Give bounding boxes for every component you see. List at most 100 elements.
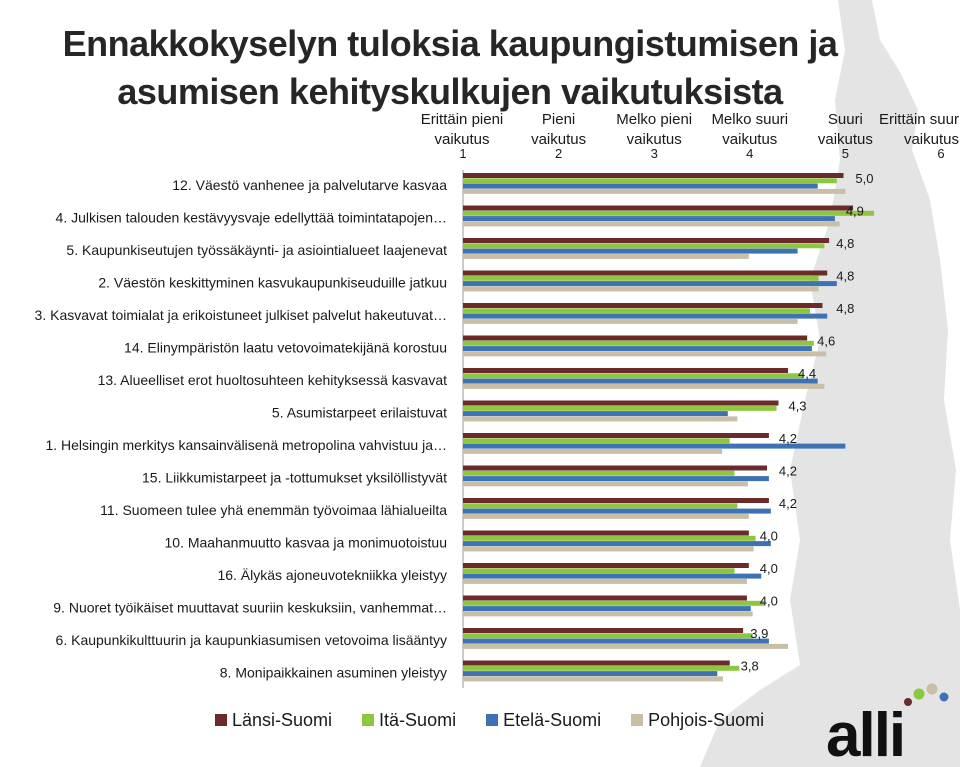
bar-4-row-2	[463, 221, 840, 227]
finland-map-shape	[700, 0, 960, 767]
category-label: 5. Kaupunkiseutujen työssäkäynti- ja asi…	[66, 242, 447, 258]
bar-3-row-8	[463, 411, 728, 417]
value-label: 3,8	[741, 659, 759, 674]
scale-label-1-line-1: Erittäin pieni	[421, 111, 504, 128]
bar-1-row-5	[463, 303, 823, 308]
logo-dot-4	[904, 698, 912, 706]
bar-3-row-14	[463, 606, 751, 612]
category-label: 14. Elinympäristön laatu vetovoimatekijä…	[124, 340, 447, 356]
legend-item-pohjois: Pohjois-Suomi	[631, 710, 764, 731]
scale-label-4-line-1: Melko suuri	[711, 111, 788, 128]
bar-4-row-8	[463, 416, 738, 422]
scale-label-2-line-1: Pieni	[542, 111, 575, 128]
bar-1-row-4	[463, 270, 828, 276]
legend-item-etela: Etelä-Suomi	[486, 710, 601, 731]
category-label: 15. Liikkumistarpeet ja -tottumukset yks…	[142, 470, 447, 486]
bar-1-row-2	[463, 205, 854, 211]
bar-1-row-12	[463, 530, 749, 536]
bar-4-row-9	[463, 448, 723, 454]
legend-label-pohjois: Pohjois-Suomi	[648, 709, 765, 730]
bar-2-row-3	[463, 243, 825, 249]
bar-2-row-5	[463, 308, 811, 314]
bar-2-row-12	[463, 535, 756, 541]
bar-2-row-16	[463, 665, 740, 671]
bar-2-row-11	[463, 503, 738, 509]
bar-1-row-13	[463, 563, 749, 568]
bar-1-row-8	[463, 400, 779, 406]
bar-4-row-3	[463, 253, 749, 259]
category-label: 16. Älykäs ajoneuvotekniikka yleistyy	[217, 567, 447, 583]
legend-item-ita: Itä-Suomi	[362, 710, 456, 731]
legend-label-ita: Itä-Suomi	[379, 709, 457, 730]
bar-3-row-7	[463, 378, 818, 384]
scale-label-3-line-1: Melko pieni	[616, 111, 692, 128]
value-label: 5,0	[855, 171, 873, 186]
bar-3-row-5	[463, 313, 828, 319]
legend-swatch-lansi	[215, 714, 227, 726]
bar-2-row-6	[463, 340, 814, 346]
value-label: 4,8	[836, 301, 854, 316]
bar-4-row-11	[463, 513, 749, 519]
value-label: 3,9	[750, 626, 768, 641]
bar-4-row-14	[463, 611, 753, 617]
bar-3-row-10	[463, 476, 769, 482]
legend-item-lansi: Länsi-Suomi	[215, 710, 332, 731]
scale-tick-3: 3	[651, 146, 658, 161]
scale-label-3-line-2: vaikutus	[627, 131, 682, 148]
bar-1-row-3	[463, 238, 830, 243]
bar-2-row-13	[463, 568, 735, 574]
bar-1-row-1	[463, 173, 844, 178]
bar-4-row-12	[463, 546, 754, 552]
bar-2-row-10	[463, 470, 735, 476]
bar-2-row-4	[463, 275, 819, 281]
bar-4-row-13	[463, 578, 747, 584]
scale-tick-6: 6	[937, 146, 944, 161]
bar-2-row-15	[463, 633, 753, 639]
value-label: 4,4	[798, 366, 816, 381]
alli-logo: alli	[826, 683, 949, 760]
legend-swatch-etela	[486, 714, 499, 726]
logo-dot-1	[913, 688, 925, 700]
bar-1-row-7	[463, 368, 789, 373]
bar-3-row-15	[463, 638, 769, 644]
scale-tick-1: 1	[459, 146, 466, 161]
bar-3-row-16	[463, 671, 718, 677]
bar-2-row-8	[463, 405, 777, 411]
logo-wordmark: alli	[826, 701, 904, 760]
scale-label-6-line-1: Erittäin suur	[879, 111, 959, 128]
bar-1-row-11	[463, 498, 769, 503]
category-label: 3. Kasvavat toimialat ja erikoistuneet j…	[35, 307, 447, 323]
logo-dot-2	[926, 683, 938, 695]
value-label: 4,3	[788, 399, 806, 414]
bar-1-row-15	[463, 628, 744, 633]
bar-3-row-1	[463, 183, 818, 189]
scale-label-2-line-2: vaikutus	[531, 131, 586, 148]
value-label: 4,0	[760, 529, 778, 544]
bar-1-row-16	[463, 660, 730, 666]
bar-2-row-14	[463, 600, 765, 606]
bar-1-row-10	[463, 465, 768, 471]
category-label: 2. Väestön keskittyminen kasvukaupunkise…	[98, 275, 447, 291]
bar-3-row-6	[463, 346, 812, 352]
category-label: 8. Monipaikkainen asuminen yleistyy	[220, 665, 447, 681]
bar-2-row-9	[463, 438, 730, 444]
value-label: 4,8	[836, 269, 854, 284]
bar-3-row-9	[463, 443, 846, 449]
scale-label-1-line-2: vaikutus	[434, 131, 489, 148]
bar-4-row-1	[463, 188, 846, 194]
page-title-line-1: Ennakkokyselyn tuloksia kaupungistumisen…	[62, 23, 838, 64]
category-label: 1. Helsingin merkitys kansainvälisenä me…	[45, 437, 447, 453]
bar-3-row-3	[463, 248, 798, 254]
value-label: 4,6	[817, 334, 835, 349]
bar-4-row-7	[463, 383, 825, 389]
scale-label-5-line-1: Suuri	[828, 111, 863, 128]
bar-2-row-2	[463, 210, 875, 216]
bar-3-row-4	[463, 281, 837, 287]
scale-label-4-line-2: vaikutus	[722, 131, 777, 148]
category-label: 10. Maahanmuutto kasvaa ja monimuotoistu…	[165, 535, 448, 551]
bar-2-row-7	[463, 373, 804, 379]
bar-4-row-4	[463, 286, 819, 292]
bar-4-row-5	[463, 318, 798, 324]
